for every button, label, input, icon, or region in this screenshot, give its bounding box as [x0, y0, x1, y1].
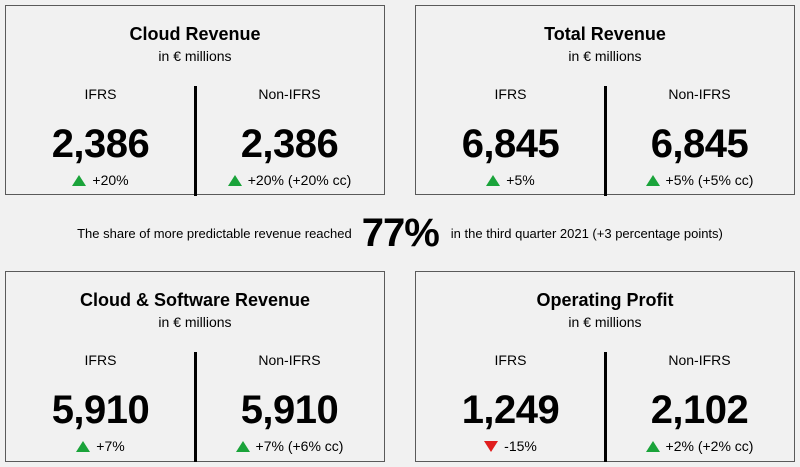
kpi-card-cloud-revenue: Cloud Revenue in € millions IFRS 2,386 +… — [5, 5, 385, 196]
triangle-up-icon — [486, 174, 501, 186]
ifrs-column: IFRS 6,845 +5% — [416, 84, 605, 190]
triangle-up-icon — [235, 440, 250, 452]
kpi-value: 1,249 — [461, 388, 560, 432]
column-label: IFRS — [494, 86, 527, 102]
change-text: +2% (+2% cc) — [665, 438, 754, 454]
change-indicator: +20% (+20% cc) — [195, 170, 384, 190]
column-label: IFRS — [494, 352, 527, 368]
kpi-value: 5,910 — [51, 388, 150, 432]
card-title: Cloud & Software Revenue — [79, 290, 311, 310]
statement-text-before: The share of more predictable revenue re… — [77, 225, 352, 241]
statement-text-after: in the third quarter 2021 (+3 percentage… — [450, 225, 723, 241]
change-text: +5% (+5% cc) — [665, 172, 754, 188]
kpi-value: 2,386 — [240, 122, 339, 166]
triangle-up-icon — [72, 174, 87, 186]
kpi-value: 2,102 — [650, 388, 749, 432]
card-title: Operating Profit — [536, 290, 674, 310]
change-indicator: +20% — [6, 170, 195, 190]
column-divider — [194, 352, 197, 462]
non-ifrs-column: Non-IFRS 2,102 +2% (+2% cc) — [605, 350, 794, 456]
column-label: Non-IFRS — [668, 352, 731, 368]
non-ifrs-column: Non-IFRS 5,910 +7% (+6% cc) — [195, 350, 384, 456]
change-text: -15% — [504, 438, 537, 454]
triangle-down-icon — [484, 440, 499, 452]
triangle-up-icon — [645, 174, 660, 186]
change-indicator: +5% (+5% cc) — [605, 170, 794, 190]
column-divider — [194, 86, 197, 196]
change-text: +7% — [96, 438, 125, 454]
card-title: Cloud Revenue — [129, 24, 261, 44]
non-ifrs-column: Non-IFRS 2,386 +20% (+20% cc) — [195, 84, 384, 190]
column-label: Non-IFRS — [668, 86, 731, 102]
change-text: +20% (+20% cc) — [247, 172, 352, 188]
column-divider — [604, 86, 607, 196]
card-title: Total Revenue — [544, 24, 666, 44]
kpi-value: 6,845 — [461, 122, 560, 166]
ifrs-column: IFRS 2,386 +20% — [6, 84, 195, 190]
card-subtitle: in € millions — [158, 314, 232, 330]
kpi-card-operating-profit: Operating Profit in € millions IFRS 1,24… — [415, 271, 795, 462]
kpi-value: 5,910 — [240, 388, 339, 432]
triangle-up-icon — [645, 440, 660, 452]
non-ifrs-column: Non-IFRS 6,845 +5% (+5% cc) — [605, 84, 794, 190]
card-subtitle: in € millions — [158, 48, 232, 64]
column-label: IFRS — [84, 86, 117, 102]
kpi-card-cloud-software-revenue: Cloud & Software Revenue in € millions I… — [5, 271, 385, 462]
predictable-revenue-share: 77% — [361, 210, 440, 255]
change-text: +5% — [506, 172, 535, 188]
change-text: +7% (+6% cc) — [255, 438, 344, 454]
card-subtitle: in € millions — [568, 48, 642, 64]
change-indicator: -15% — [416, 436, 605, 456]
change-indicator: +5% — [416, 170, 605, 190]
card-subtitle: in € millions — [568, 314, 642, 330]
ifrs-column: IFRS 1,249 -15% — [416, 350, 605, 456]
triangle-up-icon — [227, 174, 242, 186]
predictable-revenue-statement: The share of more predictable revenue re… — [0, 208, 800, 258]
change-indicator: +2% (+2% cc) — [605, 436, 794, 456]
change-indicator: +7% (+6% cc) — [195, 436, 384, 456]
column-label: Non-IFRS — [258, 86, 321, 102]
column-label: IFRS — [84, 352, 117, 368]
ifrs-column: IFRS 5,910 +7% — [6, 350, 195, 456]
column-divider — [604, 352, 607, 462]
kpi-card-total-revenue: Total Revenue in € millions IFRS 6,845 +… — [415, 5, 795, 196]
column-label: Non-IFRS — [258, 352, 321, 368]
change-indicator: +7% — [6, 436, 195, 456]
kpi-value: 6,845 — [650, 122, 749, 166]
triangle-up-icon — [76, 440, 91, 452]
change-text: +20% — [92, 172, 129, 188]
kpi-value: 2,386 — [51, 122, 150, 166]
